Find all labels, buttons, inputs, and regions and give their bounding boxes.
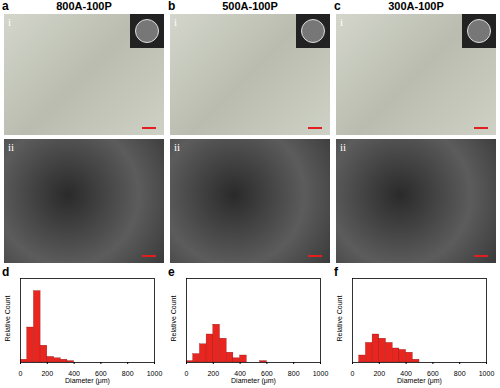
html-text:Relative Count: Relative Count bbox=[335, 295, 343, 342]
html-text:500A-100P: 500A-100P bbox=[222, 0, 278, 12]
svg-text:Diameter (μm): Diameter (μm) bbox=[231, 377, 276, 385]
html-text:800A-100P: 800A-100P bbox=[56, 0, 112, 12]
html-text:i: i bbox=[174, 16, 178, 28]
svg-text:600: 600 bbox=[427, 370, 439, 378]
svg-text:200: 200 bbox=[207, 370, 219, 377]
html-text:e: e bbox=[168, 265, 175, 279]
html-text:b: b bbox=[168, 0, 176, 13]
html-text:f: f bbox=[334, 265, 338, 279]
svg-text:400: 400 bbox=[68, 370, 80, 378]
html-text:ii: ii bbox=[340, 141, 347, 153]
html-text:Relative Count: Relative Count bbox=[169, 295, 177, 342]
svg-text:1000: 1000 bbox=[479, 370, 495, 377]
svg-text:800: 800 bbox=[122, 370, 134, 377]
svg-text:400: 400 bbox=[400, 370, 412, 378]
svg-text:600: 600 bbox=[261, 370, 273, 378]
html-text:ii: ii bbox=[8, 141, 15, 153]
html-text:ii: ii bbox=[174, 141, 181, 153]
svg-text:800: 800 bbox=[454, 370, 466, 377]
svg-text:1000: 1000 bbox=[313, 370, 329, 377]
html-text:Relative Count: Relative Count bbox=[3, 295, 11, 342]
svg-text:200: 200 bbox=[373, 370, 385, 377]
html-text:300A-100P: 300A-100P bbox=[388, 0, 444, 12]
html-text:d: d bbox=[2, 265, 10, 279]
html-text:i: i bbox=[340, 16, 344, 28]
svg-text:Diameter (μm): Diameter (μm) bbox=[397, 377, 442, 385]
svg-text:1000: 1000 bbox=[147, 370, 163, 377]
svg-text:200: 200 bbox=[41, 370, 53, 377]
svg-text:0: 0 bbox=[185, 370, 189, 377]
svg-text:400: 400 bbox=[234, 370, 246, 378]
svg-text:0: 0 bbox=[19, 370, 23, 377]
html-text:a: a bbox=[2, 0, 9, 13]
svg-text:800: 800 bbox=[288, 370, 300, 377]
svg-text:0: 0 bbox=[351, 370, 355, 377]
html-text:i: i bbox=[8, 16, 12, 28]
svg-text:Diameter (μm): Diameter (μm) bbox=[65, 377, 110, 385]
html-text:c: c bbox=[334, 0, 341, 13]
svg-text:600: 600 bbox=[95, 370, 107, 378]
